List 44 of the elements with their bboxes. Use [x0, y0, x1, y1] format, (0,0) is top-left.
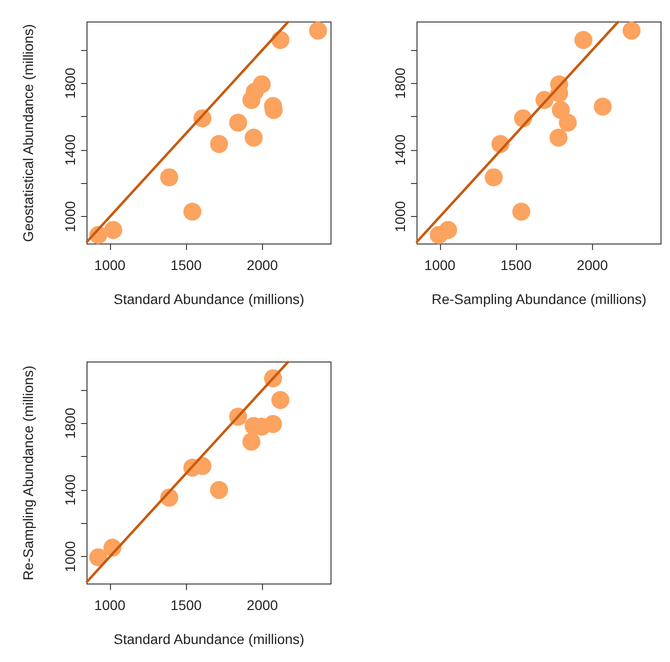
point	[271, 391, 290, 409]
x-tick-label: 1500	[500, 257, 532, 273]
point	[594, 98, 612, 116]
y-tick-label: 1000	[62, 200, 78, 232]
x-tick-label: 2000	[246, 597, 278, 613]
x-axis-title: Standard Abundance (millions)	[114, 631, 304, 647]
y-tick-label: 1400	[62, 134, 78, 166]
point	[622, 22, 641, 40]
point	[484, 168, 503, 186]
y-tick-label: 1800	[392, 68, 408, 99]
y-tick-label: 1800	[62, 408, 78, 439]
x-tick-label: 2000	[576, 257, 608, 273]
point	[264, 415, 282, 433]
x-axis-title: Standard Abundance (millions)	[114, 291, 304, 307]
x-tick-label: 1000	[424, 257, 456, 273]
x-axis-title: Re-Sampling Abundance (millions)	[432, 291, 646, 307]
point	[160, 168, 178, 186]
x-tick-label: 1000	[94, 257, 126, 273]
x-tick-label: 1500	[170, 597, 202, 613]
point	[552, 101, 570, 119]
point	[242, 432, 260, 451]
y-tick-label: 1400	[392, 134, 408, 166]
point	[104, 221, 122, 239]
x-tick-label: 1000	[94, 597, 126, 613]
point	[574, 31, 592, 49]
point	[439, 221, 458, 239]
point	[89, 548, 108, 566]
point	[252, 75, 271, 94]
point	[229, 114, 248, 132]
y-tick-label: 1000	[392, 200, 408, 232]
point	[210, 135, 228, 153]
y-tick-label: 1400	[62, 474, 78, 506]
x-tick-label: 2000	[246, 257, 278, 273]
y-tick-label: 1000	[62, 540, 78, 572]
point	[210, 481, 228, 499]
point	[244, 128, 263, 147]
x-tick-label: 1500	[170, 257, 202, 273]
point	[183, 202, 202, 221]
point	[550, 128, 568, 147]
point	[512, 202, 530, 221]
y-tick-label: 1800	[62, 68, 78, 99]
y-axis-title: Geostatistical Abundance (millions)	[20, 24, 36, 242]
y-axis-title: Re-Sampling Abundance (millions)	[20, 366, 36, 580]
point	[309, 22, 328, 40]
